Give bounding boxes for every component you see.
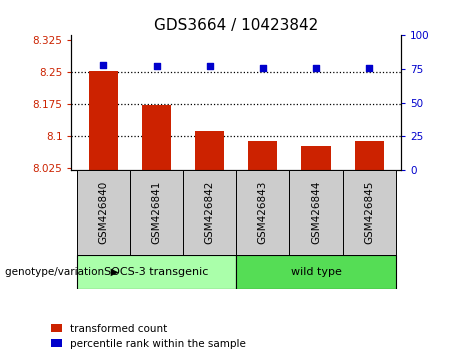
Bar (248, 141, 278, 170)
Bar (355, 141, 384, 170)
Bar (343, 170, 396, 255)
Bar (89, 71, 118, 170)
Bar (77, 170, 130, 255)
Point (312, 65, 319, 70)
Bar (236, 255, 396, 289)
Point (259, 65, 266, 70)
Bar (301, 145, 331, 170)
Text: GSM426843: GSM426843 (258, 181, 268, 244)
Point (153, 63, 160, 69)
Text: GSM426841: GSM426841 (152, 181, 161, 244)
Bar (77, 255, 236, 289)
Text: SOCS-3 transgenic: SOCS-3 transgenic (104, 267, 209, 277)
Point (206, 63, 213, 69)
Point (100, 62, 107, 68)
Point (366, 65, 373, 70)
Bar (130, 170, 183, 255)
Bar (236, 170, 290, 255)
Text: wild type: wild type (290, 267, 342, 277)
Bar (195, 131, 225, 170)
Bar (290, 170, 343, 255)
Text: genotype/variation  ▶: genotype/variation ▶ (5, 267, 118, 277)
Bar (142, 105, 171, 170)
Text: GSM426840: GSM426840 (98, 181, 108, 244)
Text: GSM426845: GSM426845 (364, 181, 374, 244)
Bar (183, 170, 236, 255)
Legend: transformed count, percentile rank within the sample: transformed count, percentile rank withi… (51, 324, 246, 349)
Title: GDS3664 / 10423842: GDS3664 / 10423842 (154, 18, 319, 33)
Text: GSM426844: GSM426844 (311, 181, 321, 244)
Text: GSM426842: GSM426842 (205, 181, 215, 244)
